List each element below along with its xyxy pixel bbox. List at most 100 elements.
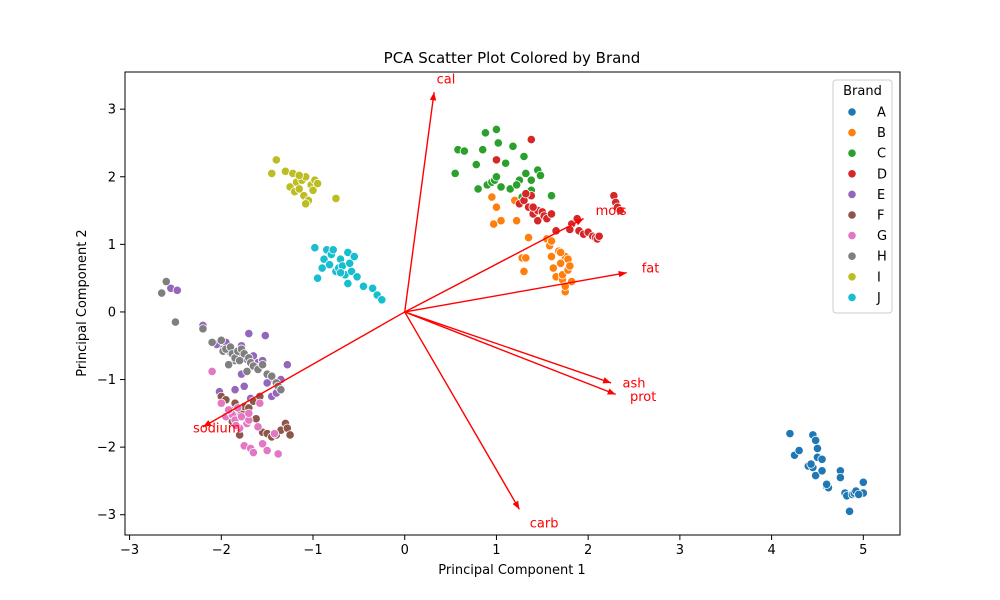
- loading-arrow-ash: [404, 311, 612, 384]
- data-point-A: [844, 506, 855, 516]
- data-point-C: [450, 168, 460, 178]
- legend-label-I: I: [877, 270, 881, 285]
- data-point-H: [224, 360, 234, 370]
- loading-label-cal: cal: [437, 72, 456, 87]
- data-point-J: [317, 263, 327, 273]
- data-point-A: [854, 489, 864, 500]
- x-tick-label: −3: [120, 543, 139, 558]
- data-point-E: [282, 360, 292, 370]
- loading-arrowhead-ash: [602, 377, 612, 384]
- data-point-I: [331, 193, 341, 203]
- legend-marker-G: [847, 231, 857, 241]
- data-point-I: [301, 199, 311, 209]
- y-tick-label: 3: [108, 103, 116, 118]
- data-point-A: [811, 435, 821, 445]
- data-point-H: [267, 371, 277, 381]
- data-point-B: [491, 202, 502, 212]
- loading-arrow-prot: [404, 311, 616, 396]
- data-point-F: [285, 430, 295, 440]
- data-point-G: [253, 422, 263, 432]
- data-point-A: [785, 429, 795, 439]
- loading-label-carb: carb: [530, 516, 559, 531]
- y-tick-label: 2: [108, 170, 116, 185]
- y-tick-label: −2: [97, 441, 116, 456]
- data-point-B: [487, 192, 497, 202]
- loading-label-mois: mois: [596, 204, 627, 219]
- data-point-G: [273, 449, 283, 459]
- data-point-J: [346, 266, 357, 276]
- data-point-H: [157, 288, 167, 298]
- y-tick-label: 0: [108, 305, 116, 320]
- y-axis-ticks: −3 −2 −1 0 1 2 3: [97, 103, 125, 523]
- y-tick-label: −3: [97, 508, 116, 523]
- x-tick-label: 0: [401, 543, 409, 558]
- data-point-G: [257, 439, 268, 449]
- data-point-D: [521, 189, 531, 199]
- data-point-G: [244, 408, 254, 418]
- data-point-C: [480, 128, 491, 138]
- data-point-H: [242, 366, 252, 377]
- x-axis-label: Principal Component 1: [438, 563, 585, 578]
- loading-arrowhead-prot: [607, 388, 616, 395]
- data-point-E: [244, 328, 254, 339]
- data-point-J: [319, 254, 329, 264]
- data-point-E: [239, 381, 249, 391]
- legend-label-J: J: [876, 291, 881, 306]
- loading-arrowhead-sodium: [202, 420, 212, 427]
- legend-label-D: D: [877, 167, 887, 182]
- data-point-B: [519, 266, 529, 276]
- data-point-B: [556, 247, 566, 258]
- data-point-C: [519, 151, 529, 162]
- x-tick-label: 1: [492, 543, 500, 558]
- data-point-H: [170, 317, 181, 327]
- legend-label-G: G: [877, 229, 887, 244]
- data-point-C: [471, 160, 481, 170]
- data-point-D: [594, 231, 604, 241]
- loading-arrow-sodium: [202, 311, 406, 428]
- loading-label-sodium: sodium: [193, 422, 241, 437]
- data-point-J: [349, 251, 359, 262]
- data-point-A: [822, 479, 832, 489]
- data-point-H: [257, 360, 268, 370]
- data-point-J: [368, 283, 378, 293]
- data-point-I: [271, 155, 281, 165]
- data-point-C: [493, 138, 503, 148]
- data-point-J: [377, 295, 387, 305]
- data-point-B: [512, 216, 522, 226]
- data-point-C: [505, 184, 515, 194]
- x-tick-label: 3: [676, 543, 684, 558]
- legend-label-E: E: [877, 188, 885, 203]
- data-point-G: [236, 412, 247, 422]
- loading-label-fat: fat: [642, 262, 660, 277]
- data-point-J: [343, 247, 353, 258]
- legend-marker-I: [847, 272, 857, 282]
- legend-marker-C: [847, 148, 857, 158]
- legend-label-A: A: [877, 106, 886, 121]
- data-point-H: [276, 385, 286, 395]
- data-point-A: [811, 470, 821, 481]
- data-point-B: [546, 236, 557, 246]
- legend-marker-D: [847, 169, 857, 179]
- x-tick-label: 2: [584, 543, 592, 558]
- data-point-C: [546, 191, 557, 201]
- legend-label-B: B: [877, 126, 886, 141]
- data-point-J: [358, 281, 369, 291]
- data-point-A: [858, 477, 868, 487]
- x-tick-label: 4: [767, 543, 775, 558]
- data-point-I: [308, 185, 318, 195]
- data-point-G: [231, 420, 241, 431]
- data-point-B: [565, 261, 575, 271]
- chart-title: PCA Scatter Plot Colored by Brand: [384, 49, 641, 67]
- data-point-D: [491, 155, 502, 165]
- data-point-D: [546, 209, 557, 219]
- loading-label-prot: prot: [630, 390, 656, 405]
- data-point-A: [817, 466, 827, 476]
- legend-label-F: F: [877, 209, 884, 224]
- data-point-I: [267, 168, 277, 178]
- data-point-A: [806, 459, 816, 469]
- data-point-F: [251, 414, 261, 424]
- data-point-J: [335, 268, 346, 278]
- data-point-A: [812, 443, 823, 454]
